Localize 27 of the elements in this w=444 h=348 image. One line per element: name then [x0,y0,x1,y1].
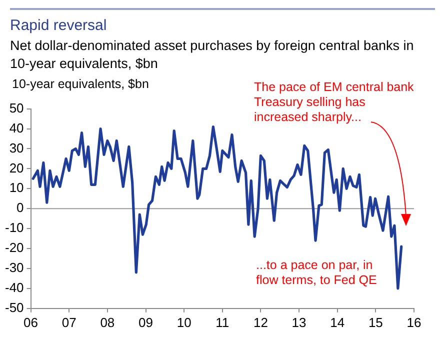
y-tick-label: -20 [4,240,24,256]
y-tick-label: 20 [9,160,24,176]
y-tick-label: -50 [4,300,24,315]
y-tick-label: 50 [9,100,24,116]
x-tick-label: 06 [24,314,38,330]
y-tick-label: -40 [4,280,24,296]
x-tick-label: 15 [368,314,383,330]
x-tick-label: 16 [406,314,422,330]
y-tick-label: 40 [9,120,24,136]
y-tick-label: 10 [9,180,24,196]
x-tick-label: 07 [62,314,76,330]
x-tick-label: 12 [253,314,268,330]
x-tick-label: 14 [330,314,345,330]
y-tick-label: 0 [16,200,24,216]
y-axis-title: 10-year equivalents, $bn [12,77,149,91]
chart-title: Rapid reversal [10,17,107,34]
x-tick-label: 10 [176,314,192,330]
annotation: ...to a pace on par, in flow terms, to Fed QE [256,258,378,288]
chart-subtitle: Net dollar-denominated asset purchases by foreign central banks in 10-year equivalents, $bn [10,37,415,73]
x-tick-label: 08 [100,314,115,330]
y-tick-label: 30 [9,140,24,156]
y-tick-label: -10 [4,220,24,236]
y-tick-label: -30 [4,260,24,276]
x-tick-label: 09 [138,314,153,330]
x-tick-label: 13 [292,314,306,330]
x-tick-label: 11 [216,314,230,330]
annotation: The pace of EM central bank Treasury selling has increased sharply... [254,80,414,125]
